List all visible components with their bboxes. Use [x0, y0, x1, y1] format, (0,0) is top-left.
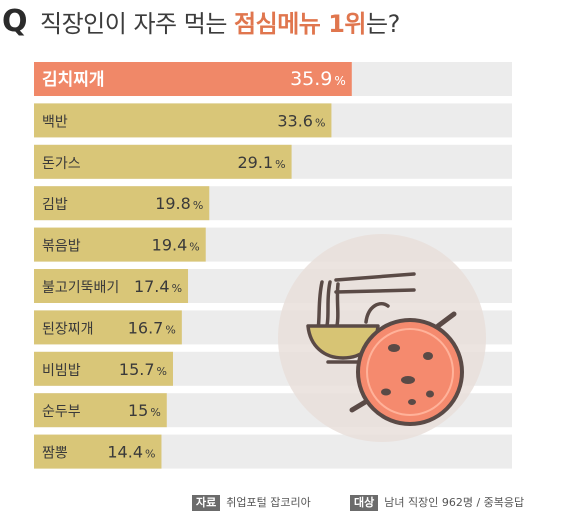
- header: Q 직장인이 자주 먹는 점심메뉴 1위는?: [0, 0, 580, 50]
- category-label: 순두부: [42, 404, 81, 420]
- bar: [34, 186, 210, 221]
- value-label: 19.4%: [152, 236, 200, 255]
- stew-pot-icon: [356, 318, 464, 426]
- value-label: 15%: [128, 401, 161, 420]
- bar: [34, 62, 352, 96]
- bar: [34, 269, 189, 303]
- category-label: 된장찌개: [42, 321, 94, 337]
- title-highlight: 점심메뉴 1위: [234, 10, 366, 38]
- bar: [34, 393, 167, 428]
- bar: [34, 103, 332, 138]
- source-note: 자료 취업포털 잡코리아: [192, 494, 311, 516]
- bar: [34, 351, 173, 386]
- title-suffix: 는?: [366, 10, 400, 38]
- category-label: 비빔밥: [42, 363, 81, 379]
- title-prefix: 직장인이 자주 먹는: [40, 10, 235, 38]
- stew-chunk-icon: [408, 399, 416, 405]
- value-label: 35.9%: [290, 68, 346, 90]
- category-label: 김밥: [42, 197, 68, 213]
- pot-rim-icon: [366, 328, 454, 416]
- stew-chunk-icon: [423, 352, 433, 360]
- category-label: 볶음밥: [42, 239, 81, 255]
- q-mark: Q: [2, 4, 28, 39]
- spoon-icon: [364, 301, 390, 324]
- bar-labels: 김치찌개 35.9 % 백반 33.6 % 돈가스 29.1 % 김밥 19.8 % 볶음밥 19.4 % 불…: [42, 68, 346, 462]
- chopstick-icon: [334, 288, 416, 294]
- stew-chunk-icon: [381, 388, 391, 396]
- bars: [34, 62, 352, 469]
- category-label: 짬뽕: [42, 446, 68, 462]
- bar: [34, 144, 292, 179]
- stew-chunk-icon: [426, 390, 434, 398]
- category-label: 김치찌개: [42, 70, 105, 90]
- chart-title: 직장인이 자주 먹는 점심메뉴 1위는?: [40, 8, 400, 40]
- stew-chunk-icon: [388, 344, 400, 352]
- category-label: 불고기뚝배기: [42, 280, 119, 296]
- value-label: 16.7%: [128, 318, 176, 337]
- value-label: 14.4%: [107, 443, 155, 462]
- category-label: 돈가스: [42, 156, 81, 172]
- source-text: 취업포털 잡코리아: [226, 496, 311, 509]
- pot-handle-icon: [435, 311, 457, 329]
- value-label: 17.4%: [134, 277, 182, 296]
- noodle-icon: [334, 282, 340, 332]
- value-label: 19.8%: [155, 194, 203, 213]
- value-label: 33.6%: [277, 111, 325, 130]
- source-tag: 자료: [192, 495, 221, 511]
- target-tag: 대상: [350, 495, 379, 511]
- stew-chunk-icon: [401, 376, 415, 384]
- value-label: 29.1%: [238, 153, 286, 172]
- category-label: 백반: [42, 114, 68, 130]
- value-label: 15.7%: [119, 360, 167, 379]
- bar: [34, 434, 162, 469]
- bowl-noodles-and-stew-pot-icon: [278, 234, 486, 442]
- chopstick-icon: [334, 272, 416, 282]
- bar: [34, 227, 206, 262]
- bar: [34, 310, 182, 345]
- target-text: 남녀 직장인 962명 / 중복응답: [384, 496, 525, 509]
- target-note: 대상 남녀 직장인 962명 / 중복응답: [350, 494, 524, 516]
